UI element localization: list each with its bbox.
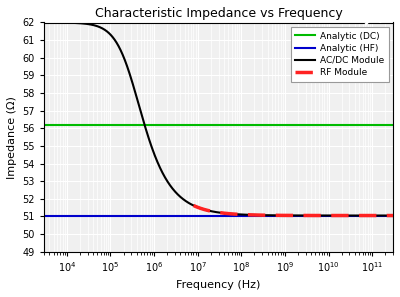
AC/DC Module	[42, 21, 46, 24]
RF Module	[330, 214, 334, 217]
Line: RF Module: RF Module	[194, 206, 393, 216]
Legend: Analytic (DC), Analytic (HF), AC/DC Module, RF Module: Analytic (DC), Analytic (HF), AC/DC Modu…	[291, 27, 388, 81]
Line: AC/DC Module: AC/DC Module	[44, 23, 393, 216]
RF Module	[205, 208, 210, 212]
AC/DC Module	[251, 213, 256, 217]
AC/DC Module	[328, 214, 333, 217]
RF Module	[354, 214, 358, 217]
Title: Characteristic Impedance vs Frequency: Characteristic Impedance vs Frequency	[95, 7, 342, 20]
AC/DC Module	[269, 214, 274, 217]
Y-axis label: Impedance (Ω): Impedance (Ω)	[7, 96, 17, 178]
AC/DC Module	[391, 214, 396, 217]
RF Module	[304, 214, 309, 217]
RF Module	[191, 204, 196, 207]
AC/DC Module	[175, 192, 180, 196]
RF Module	[348, 214, 353, 217]
RF Module	[312, 214, 316, 217]
X-axis label: Frequency (Hz): Frequency (Hz)	[176, 280, 261, 290]
RF Module	[391, 214, 396, 217]
AC/DC Module	[105, 30, 110, 34]
AC/DC Module	[302, 214, 307, 217]
